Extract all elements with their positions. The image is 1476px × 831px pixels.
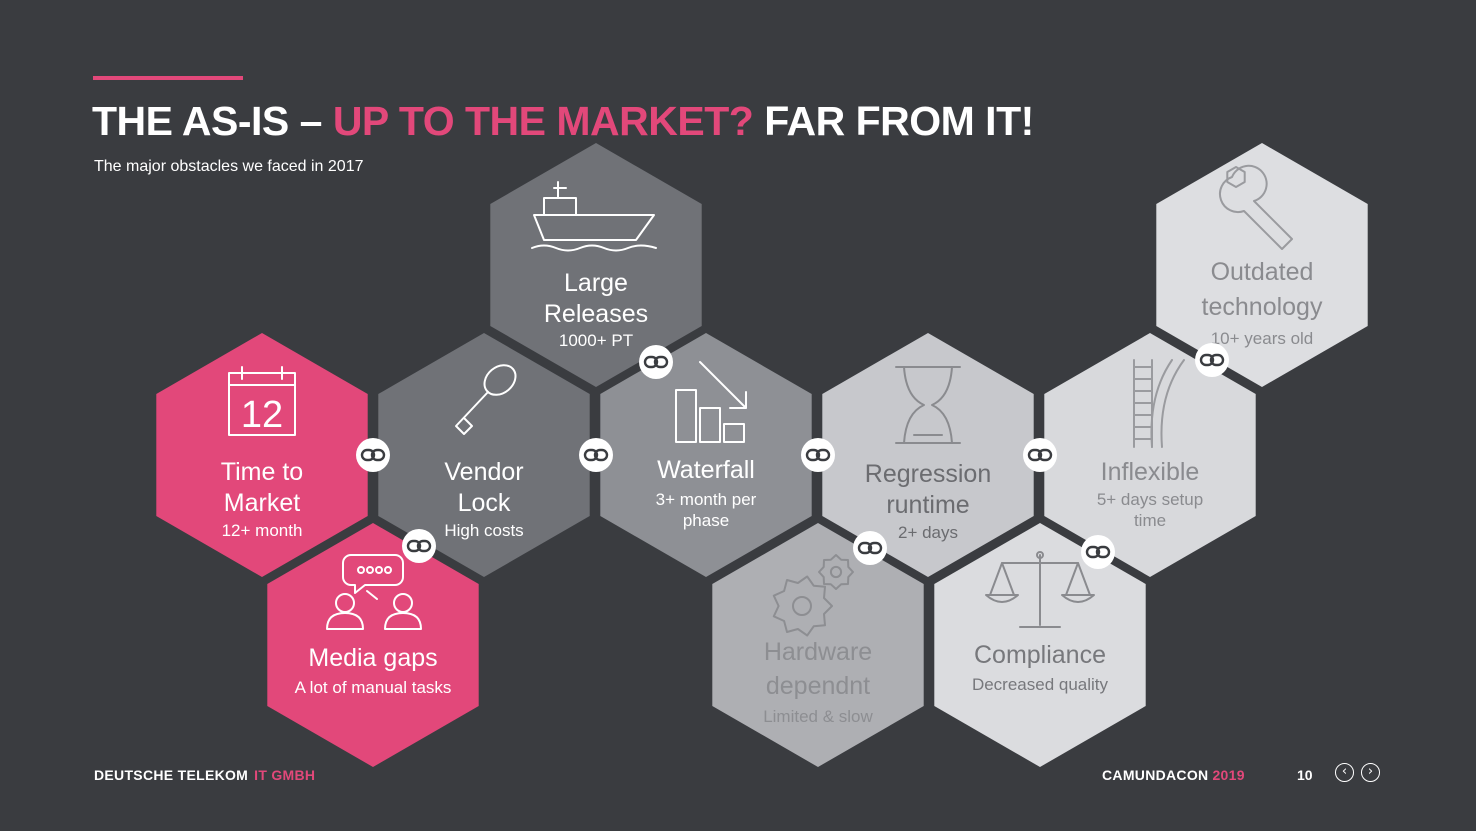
hexagon-media: Media gaps A lot of manual tasks	[267, 523, 479, 767]
hexagon-title-line: Market	[224, 489, 300, 517]
hexagon-subtitle-line: 5+ days setup	[1097, 490, 1203, 509]
hexagon-waterfall: Waterfall 3+ month per phase	[600, 333, 812, 577]
wrench-icon	[1219, 164, 1293, 250]
chain-link-icon	[639, 345, 673, 379]
hexagon-subtitle-line: phase	[683, 511, 729, 530]
hexagon-title-line: Outdated	[1211, 258, 1314, 286]
hourglass-icon	[895, 366, 961, 444]
hexagon-compliance: Compliance Decreased quality	[934, 523, 1146, 767]
hexagon-subtitle-line: Limited & slow	[763, 707, 873, 726]
chain-link-icon	[579, 438, 613, 472]
hexagon-subtitle-line: time	[1134, 511, 1166, 530]
hexagon-subtitle-line: A lot of manual tasks	[295, 678, 452, 697]
hexagon-inflexible: Inflexible 5+ days setup time	[1044, 333, 1256, 577]
page-number: 10	[1297, 767, 1313, 783]
chain-link-icon	[402, 529, 436, 563]
title-part-1: THE AS-IS –	[92, 98, 333, 144]
hexagon-shape	[712, 523, 924, 767]
hexagon-title-line: Time to	[221, 458, 303, 486]
hexagon-subtitle-line: 2+ days	[898, 523, 958, 542]
hexagon-large: Large Releases 1000+ PT	[490, 143, 702, 387]
slide-title: THE AS-IS – UP TO THE MARKET? FAR FROM I…	[92, 98, 1034, 145]
hexagon-subtitle-line: 10+ years old	[1211, 329, 1314, 348]
hexagon-subtitle-line: Decreased quality	[972, 675, 1109, 694]
hexagon-shape	[1156, 143, 1368, 387]
event-name: CAMUNDACON	[1102, 767, 1209, 783]
hexagon-shape	[156, 333, 368, 577]
hexagon-hardware: Hardware dependnt Limited & slow	[712, 523, 924, 767]
hexagon-title-line: Large	[564, 269, 628, 297]
hexagon-title-line: Vendor	[444, 458, 523, 486]
hexagon-title-line: Regression	[865, 460, 991, 488]
title-part-2: FAR FROM IT!	[753, 98, 1034, 144]
hexagon-regression: Regression runtime 2+ days	[822, 333, 1034, 577]
hexagon-title-line: technology	[1202, 293, 1323, 321]
scales-icon	[985, 551, 1095, 628]
ship-icon	[531, 181, 657, 252]
hexagon-shape	[822, 333, 1034, 577]
hexagon-subtitle-line: High costs	[444, 521, 523, 540]
hexagon-subtitle-line: 1000+ PT	[559, 331, 633, 350]
company-name: DEUTSCHE TELEKOM	[94, 767, 249, 783]
chain-link-icon	[1023, 438, 1057, 472]
hexagon-title-line: runtime	[886, 491, 969, 519]
key-icon	[455, 364, 517, 435]
hexagon-title-line: Inflexible	[1101, 458, 1200, 486]
chain-link-icon	[1081, 535, 1115, 569]
calendar-day: 12	[241, 394, 283, 436]
gears-icon	[772, 554, 854, 637]
chain-link-icon	[801, 438, 835, 472]
hexagon-title-line: Media gaps	[308, 644, 437, 672]
accent-line	[93, 76, 243, 80]
hexagon-shape	[378, 333, 590, 577]
hexagon-title-line: Waterfall	[657, 456, 755, 484]
waterfall-chart-icon	[675, 361, 747, 443]
title-highlight: UP TO THE MARKET?	[332, 98, 754, 144]
ladder-icon	[1133, 359, 1185, 448]
hexagon-vendor: Vendor Lock High costs	[378, 333, 590, 577]
chain-link-icon	[356, 438, 390, 472]
hexagon-subtitle-line: 3+ month per	[656, 490, 757, 509]
event-year: 2019	[1212, 767, 1245, 783]
hexagon-shape	[1044, 333, 1256, 577]
hexagon-subtitle-line: 12+ month	[222, 521, 303, 540]
hexagon-title-line: dependnt	[766, 672, 870, 700]
chat-people-icon	[326, 554, 422, 630]
chevron-left-icon[interactable]: ‹	[1335, 763, 1354, 782]
hexagon-shape	[490, 143, 702, 387]
footer-company: DEUTSCHE TELEKOM IT GMBH	[94, 767, 315, 783]
chain-link-icon	[1195, 343, 1229, 377]
hexagon-shape	[600, 333, 812, 577]
hexagon-title-line: Releases	[544, 300, 648, 328]
company-division: IT GMBH	[254, 767, 316, 783]
hexagon-time: 12 Time to Market 12+ month	[156, 333, 368, 577]
footer-event: CAMUNDACON 2019	[1102, 767, 1245, 783]
calendar-icon: 12	[228, 366, 296, 436]
hexagon-title-line: Hardware	[764, 638, 872, 666]
hexagon-outdated: Outdated technology 10+ years old	[1156, 143, 1368, 387]
hexagon-title-line: Compliance	[974, 641, 1106, 669]
hexagon-shape	[267, 523, 479, 767]
chain-link-icon	[853, 531, 887, 565]
hexagon-shape	[934, 523, 1146, 767]
hexagon-title-line: Lock	[458, 489, 511, 517]
chevron-right-icon[interactable]: ›	[1361, 763, 1380, 782]
slide-subtitle: The major obstacles we faced in 2017	[94, 158, 364, 175]
